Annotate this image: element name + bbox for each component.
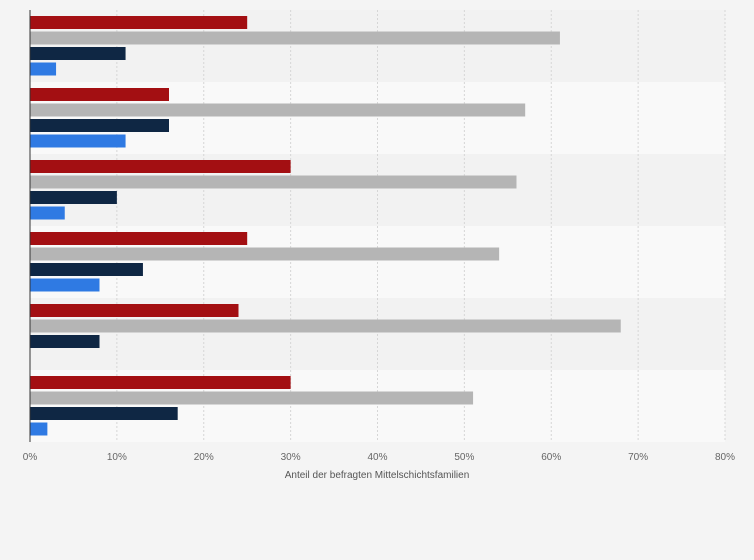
bar	[30, 191, 117, 204]
bar	[30, 160, 291, 173]
bar	[30, 16, 248, 29]
bar	[30, 103, 526, 117]
x-tick-label: 60%	[541, 452, 561, 463]
x-tick-label: 70%	[628, 452, 648, 463]
bar	[30, 278, 100, 292]
gridlines	[116, 10, 726, 442]
bar	[30, 247, 500, 261]
bar	[30, 175, 517, 189]
bar	[30, 391, 474, 405]
bar	[30, 304, 239, 317]
bar	[30, 319, 621, 333]
x-tick-label: 0%	[23, 452, 38, 463]
bar	[30, 232, 248, 245]
x-tick-label: 10%	[107, 452, 127, 463]
x-tick-label: 80%	[715, 452, 735, 463]
x-axis-title: Anteil der befragten Mittelschichtsfamil…	[285, 470, 470, 481]
bar	[30, 47, 126, 60]
bar	[30, 422, 48, 436]
bar	[30, 134, 126, 148]
bar	[30, 335, 100, 348]
bars	[30, 16, 621, 436]
bar	[30, 62, 57, 76]
x-tick-label: 20%	[194, 452, 214, 463]
x-tick-label: 40%	[367, 452, 387, 463]
bar	[30, 263, 143, 276]
bar	[30, 407, 178, 420]
bar	[30, 206, 65, 220]
bar	[30, 119, 169, 132]
x-axis-ticks: 0% 10% 20% 30% 40% 50% 60% 70% 80%	[23, 452, 735, 463]
x-tick-label: 50%	[454, 452, 474, 463]
x-tick-label: 30%	[281, 452, 301, 463]
bar	[30, 376, 291, 389]
bar	[30, 31, 560, 45]
bar	[30, 88, 169, 101]
